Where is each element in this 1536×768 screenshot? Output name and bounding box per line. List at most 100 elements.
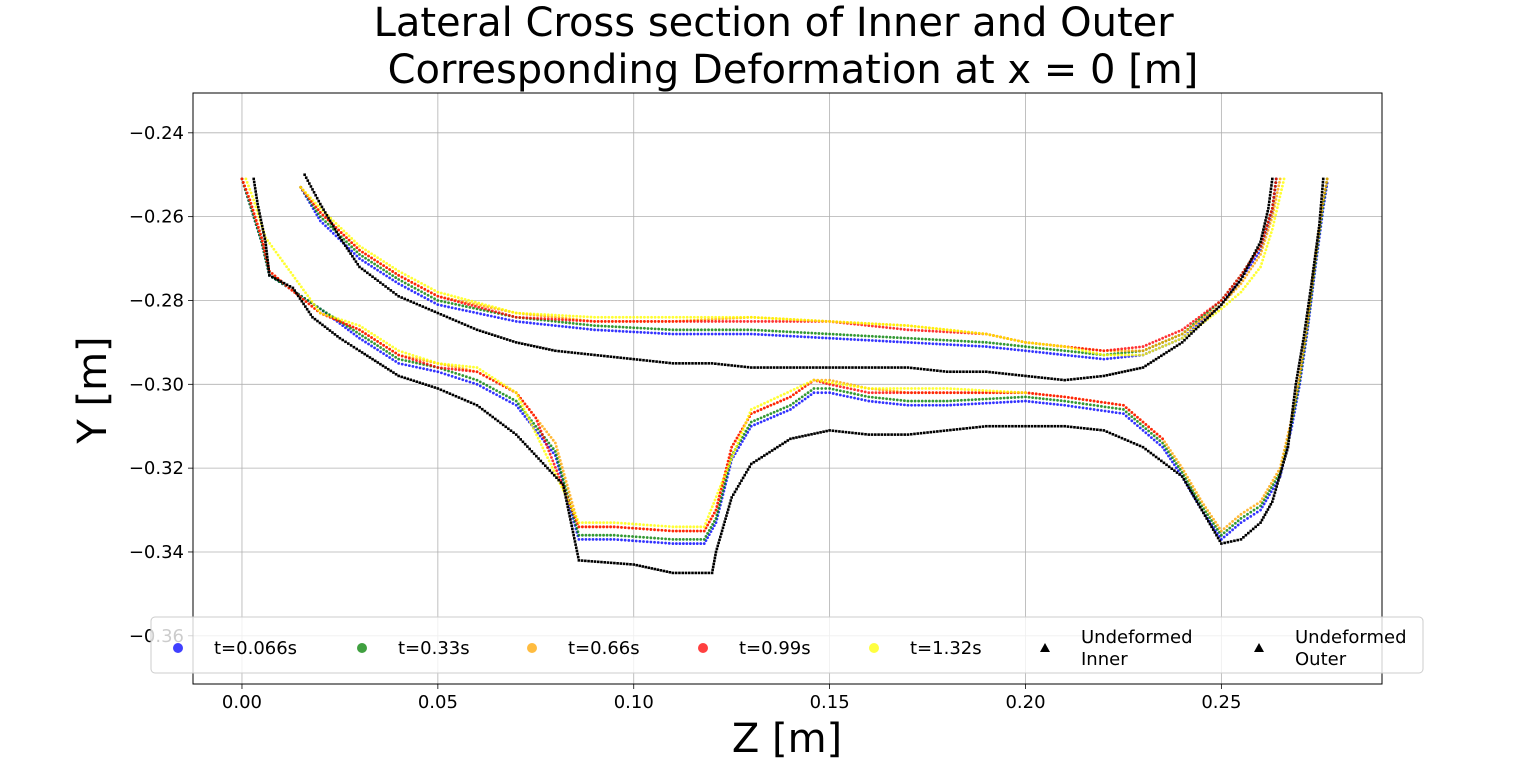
data-point <box>1082 376 1086 380</box>
data-point <box>1210 514 1213 518</box>
data-point <box>1034 346 1038 350</box>
data-point <box>350 237 354 240</box>
data-point <box>1034 400 1038 404</box>
data-point <box>1269 481 1273 485</box>
data-point <box>965 427 969 430</box>
data-point <box>1280 467 1284 470</box>
data-point <box>1170 347 1174 351</box>
data-point <box>867 334 871 338</box>
data-point <box>1052 398 1056 402</box>
data-point <box>538 434 542 438</box>
data-point <box>1208 314 1212 318</box>
data-point <box>718 494 721 498</box>
data-point <box>509 429 513 432</box>
data-point <box>718 491 722 494</box>
data-point <box>722 523 726 527</box>
data-point <box>746 365 750 369</box>
data-point <box>770 449 774 452</box>
data-point <box>1177 338 1181 341</box>
data-point <box>831 332 835 336</box>
data-point <box>1259 504 1262 508</box>
data-point <box>646 331 650 335</box>
data-point <box>443 362 447 366</box>
data-point <box>1280 184 1284 188</box>
data-point <box>735 436 739 440</box>
data-point <box>938 399 942 403</box>
data-point <box>1085 402 1089 406</box>
data-point <box>409 300 413 303</box>
data-point <box>587 559 590 563</box>
data-point <box>1173 346 1176 349</box>
data-point <box>994 371 998 375</box>
data-point <box>910 336 913 340</box>
data-point <box>699 525 703 529</box>
data-point <box>838 366 841 369</box>
data-point <box>721 526 725 530</box>
data-point <box>820 391 824 395</box>
data-point <box>582 323 586 326</box>
plot-area-frame <box>192 92 1383 685</box>
data-point <box>1056 403 1059 406</box>
data-point <box>560 474 564 478</box>
data-point <box>692 320 696 323</box>
data-point <box>410 280 414 284</box>
y-tick-label: −0.30 <box>129 374 184 395</box>
data-point <box>789 437 792 441</box>
data-point <box>1180 341 1184 344</box>
data-point <box>781 320 785 323</box>
data-point <box>1084 355 1088 359</box>
data-point <box>1049 402 1052 406</box>
data-point <box>1123 370 1127 373</box>
data-point <box>262 246 266 250</box>
data-point <box>1278 177 1282 181</box>
data-point <box>1077 350 1081 354</box>
data-point <box>609 355 613 359</box>
data-point <box>753 410 756 414</box>
data-point <box>568 314 572 318</box>
data-point <box>440 371 443 375</box>
data-point <box>1089 427 1093 431</box>
data-point <box>318 321 322 325</box>
data-point <box>539 322 543 326</box>
data-point <box>1290 411 1294 414</box>
data-point <box>1211 305 1215 309</box>
data-point <box>621 325 625 329</box>
data-point <box>952 339 956 343</box>
data-point <box>415 365 418 369</box>
data-point <box>614 320 618 323</box>
data-point <box>956 403 960 407</box>
data-point <box>551 459 555 463</box>
data-point <box>819 431 822 434</box>
data-point <box>508 339 512 342</box>
data-point <box>625 320 629 323</box>
data-point <box>418 381 422 384</box>
data-point <box>602 525 605 529</box>
data-point <box>1267 225 1271 229</box>
data-point <box>1108 373 1112 376</box>
data-point <box>280 259 284 263</box>
data-point <box>949 403 953 407</box>
data-point <box>1252 273 1256 277</box>
data-point <box>992 389 995 393</box>
chart-title-line-1: Lateral Cross section of Inner and Outer <box>374 0 1175 46</box>
data-point <box>494 310 498 314</box>
data-point <box>674 525 678 529</box>
data-point <box>710 328 714 332</box>
data-point <box>379 258 382 261</box>
data-point <box>838 385 842 388</box>
data-point <box>1066 425 1070 428</box>
data-point <box>1185 483 1189 487</box>
data-point <box>267 267 270 271</box>
data-point <box>1282 448 1286 452</box>
data-point <box>846 390 849 394</box>
data-point <box>1242 535 1245 539</box>
data-point <box>716 491 720 495</box>
data-point <box>642 523 645 527</box>
data-point <box>1098 357 1102 361</box>
data-point <box>621 315 625 319</box>
data-point <box>1009 390 1013 394</box>
data-point <box>863 394 867 398</box>
data-point <box>707 328 710 332</box>
data-point <box>1165 463 1168 467</box>
data-point <box>1300 346 1304 349</box>
